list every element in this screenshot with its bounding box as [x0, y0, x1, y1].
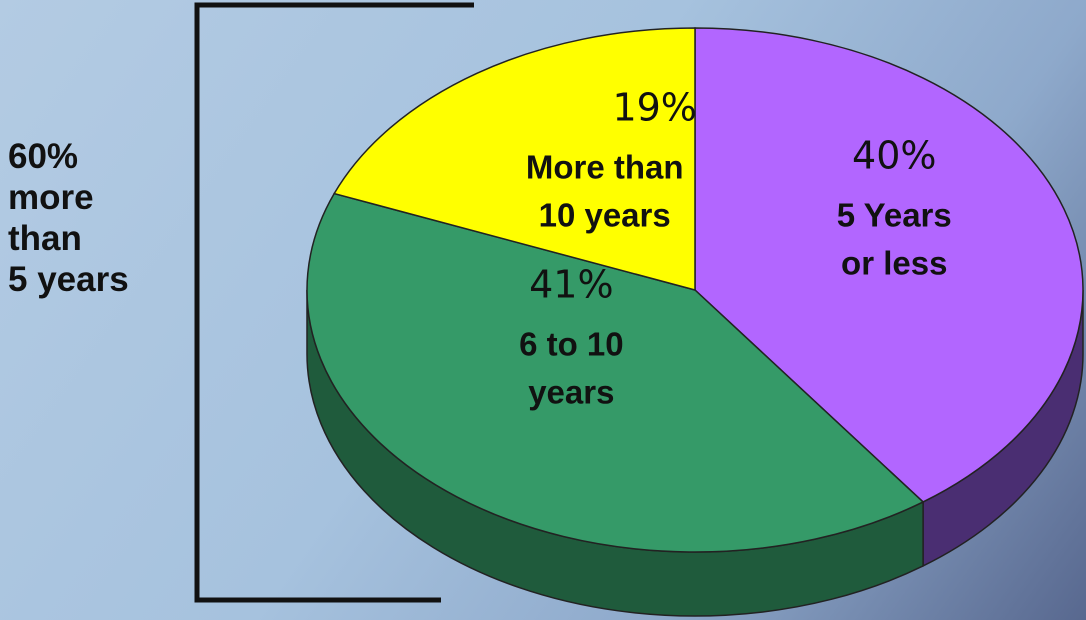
pie-category-label: 5 Years [837, 196, 952, 233]
pie-slice [333, 27, 696, 291]
side-note-line: more [8, 178, 94, 217]
side-note: 60% more than 5 years [8, 136, 129, 300]
pie-slices [306, 27, 1084, 553]
pie-percent-label: 40% [852, 133, 936, 177]
pie-labels: 40% 5 Years or less 41% 6 to 10 years 19% More … [519, 85, 952, 410]
pie-slice [694, 27, 1084, 503]
pie-category-label: 10 years [539, 196, 671, 233]
side-note-line: 60% [8, 137, 79, 176]
side-note-line: 5 years [8, 260, 129, 299]
pie-category-label: 6 to 10 [519, 326, 624, 363]
pie-category-label: years [528, 374, 614, 411]
pie-slice [306, 192, 925, 553]
pie-percent-label: 41% [529, 263, 613, 307]
pie-percent-label: 19% [612, 85, 696, 129]
pie-category-label: or less [841, 244, 947, 281]
side-note-line: than [8, 219, 82, 258]
pie-category-label: More than [526, 148, 684, 185]
